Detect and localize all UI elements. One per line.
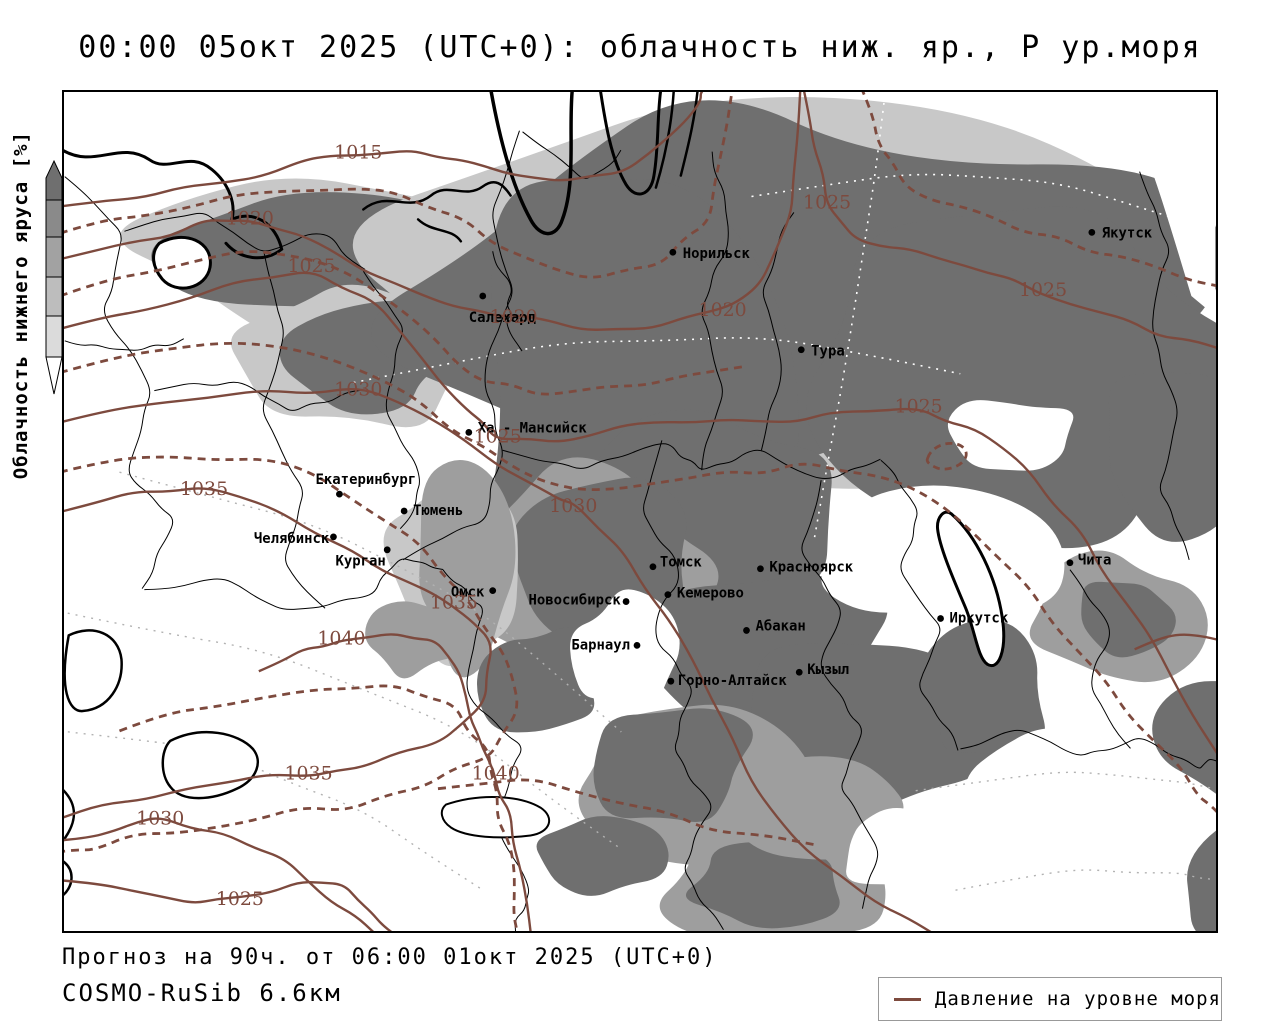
city-dot [937, 615, 944, 622]
city-dot [479, 292, 487, 300]
city-dot [797, 346, 805, 354]
isobars-dashed [64, 92, 1216, 931]
city-dot [622, 598, 630, 605]
forecast-caption: Прогноз на 90ч. от 06:00 01окт 2025 (UTC… [62, 945, 718, 970]
city-label: Красноярск [769, 560, 853, 576]
city-dot [633, 641, 641, 649]
city-dot [330, 533, 337, 541]
isobar-label: 1030 [549, 495, 597, 517]
cloud-field [64, 92, 1216, 931]
isobar-label: 1020 [226, 207, 274, 229]
pressure-legend: Давление на уровне моря [878, 977, 1222, 1021]
city-dot [649, 563, 657, 571]
city-dot [667, 677, 675, 685]
model-caption: COSMO-RuSib 6.6км [62, 979, 342, 1007]
pressure-line-sample [894, 997, 921, 1001]
city-label: Томск [660, 555, 703, 571]
city-label: Тюмень [413, 503, 463, 519]
city-dot [664, 591, 672, 598]
isobar-label: 1025 [288, 255, 336, 277]
city-dot [795, 668, 803, 676]
colorbar-title: Облачность нижнего яруса [%] [6, 131, 36, 479]
page-title: 00:00 05окт 2025 (UTC+0): облачность ниж… [78, 30, 1202, 65]
isobar-label: 1025 [803, 191, 851, 213]
admin-borders [64, 130, 1216, 931]
isobar-label: 1020 [699, 299, 747, 321]
city-label: Новосибирск [529, 593, 622, 609]
city-markers: Норильск Салехард Тура Якутск Ха - Мансийск Е… [254, 225, 1153, 689]
city-dot [400, 507, 408, 515]
city-label: Барнаул [571, 637, 630, 653]
isobar-label: 1040 [317, 627, 365, 649]
isobar-label: 1030 [136, 808, 184, 830]
isobar-label: 1040 [472, 763, 520, 785]
city-label: Якутск [1102, 225, 1153, 241]
isobar-label: 1025 [1019, 279, 1067, 301]
city-label: Норильск [683, 246, 751, 262]
isobar-label: 1030 [334, 379, 382, 401]
colorbar-title-text: Облачность нижнего яруса [%] [10, 130, 32, 480]
city-dot [336, 490, 343, 498]
city-label: Екатеринбург [316, 472, 417, 488]
map-canvas: Норильск Салехард Тура Якутск Ха - Мансийск Е… [64, 92, 1216, 931]
city-dot [669, 248, 677, 256]
isobar-label: 1035 [180, 478, 228, 500]
isobars-solid [64, 92, 1216, 931]
city-dot [1088, 228, 1096, 236]
isobar-labels: 1015 1020 1025 1030 1035 1020 1025 1020 1025 1025… [136, 142, 1067, 910]
isobar-label: 1035 [285, 763, 333, 785]
city-label: Омск [451, 585, 485, 601]
city-dot [757, 565, 764, 573]
city-label: Салехард [469, 310, 537, 326]
isobar-label: 1025 [895, 395, 943, 417]
isobar-label: 1025 [474, 425, 522, 447]
city-dot [743, 627, 750, 634]
city-label: Иркутск [950, 610, 1009, 626]
isobar-label: 1015 [334, 142, 382, 164]
city-label: Курган [335, 554, 385, 570]
city-label: Ха - Мансийск [478, 420, 588, 436]
city-dot [489, 587, 497, 595]
coastlines [64, 92, 1006, 896]
city-dot [465, 428, 473, 436]
weather-map: Норильск Салехард Тура Якутск Ха - Мансийск Е… [62, 90, 1218, 933]
graticule [64, 92, 1216, 891]
city-label: Тура [811, 344, 845, 360]
city-label: Кызыл [807, 662, 849, 678]
city-label: Абакан [755, 618, 805, 634]
city-label: Челябинск [254, 531, 330, 547]
pressure-legend-label: Давление на уровне моря [934, 988, 1221, 1010]
city-dot [1066, 559, 1074, 567]
isobar-label: 1035 [430, 592, 478, 614]
city-label: Горно-Алтайск [678, 673, 788, 689]
city-label: Чита [1078, 553, 1112, 569]
city-label: Кемерово [677, 586, 744, 602]
city-dot [383, 546, 391, 554]
isobar-label: 1025 [216, 888, 264, 910]
isobar-label: 1020 [490, 306, 538, 328]
